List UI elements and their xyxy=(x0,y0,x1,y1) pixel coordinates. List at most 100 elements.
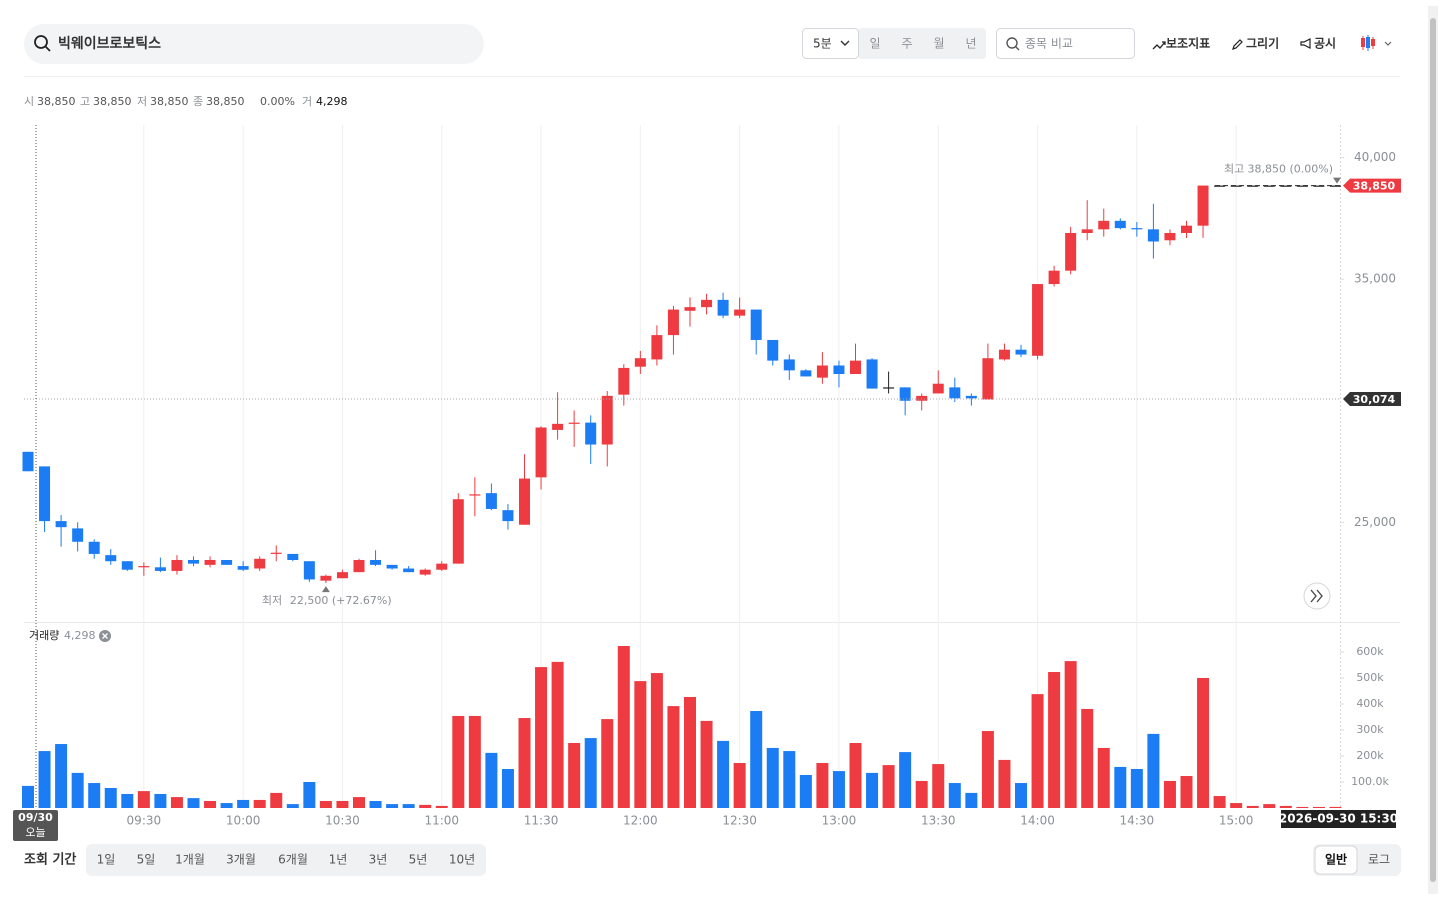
expand-button[interactable] xyxy=(1303,582,1331,610)
x-tick-label: 11:00 xyxy=(424,814,459,828)
volume-bar xyxy=(270,792,283,808)
y-tick-label: 200k xyxy=(1356,749,1384,762)
range-button[interactable]: 1일 xyxy=(97,853,116,867)
candle-body xyxy=(1197,185,1209,226)
y-tick-label: 300k xyxy=(1356,723,1384,736)
ohlc-label: 종 xyxy=(193,95,203,108)
chart-type-icon[interactable] xyxy=(1361,35,1392,51)
volume-bar xyxy=(187,798,200,808)
range-button[interactable]: 6개월 xyxy=(278,853,308,867)
search-icon xyxy=(1006,37,1018,49)
scrollbar-thumb[interactable] xyxy=(1430,18,1436,882)
scale-button[interactable]: 로그 xyxy=(1368,853,1390,867)
candle-body xyxy=(1230,185,1242,187)
volume-bar xyxy=(601,719,614,808)
candle-body xyxy=(932,383,944,394)
y-tick-label: 600k xyxy=(1356,645,1384,658)
interval-text: 5분 xyxy=(813,37,832,51)
range-button[interactable]: 1년 xyxy=(329,853,348,867)
volume-bar xyxy=(1296,806,1309,808)
volume-bar xyxy=(319,800,332,808)
x-tick-label: 12:30 xyxy=(722,814,757,828)
range-button[interactable]: 5일 xyxy=(137,853,156,867)
crosshair-x-label: 09/30 xyxy=(18,811,53,824)
x-tick-label: 10:00 xyxy=(226,814,261,828)
candle-body xyxy=(585,422,597,445)
volume-bar xyxy=(1213,796,1226,808)
scale-button[interactable]: 일반 xyxy=(1325,852,1347,867)
volume-bar xyxy=(650,673,663,808)
range-button[interactable]: 5년 xyxy=(409,853,428,867)
period-button[interactable]: 월 xyxy=(933,37,944,51)
tool-button[interactable]: 보조지표 xyxy=(1166,36,1210,51)
candle-body xyxy=(221,560,233,565)
x-tick-label: 09:30 xyxy=(127,814,162,828)
volume-bar xyxy=(750,711,763,808)
period-button[interactable]: 주 xyxy=(901,37,912,51)
search-icon xyxy=(44,45,51,52)
tool-button[interactable]: 공시 xyxy=(1314,37,1336,51)
candle-body xyxy=(701,299,713,308)
volume-bar xyxy=(253,799,266,808)
x-tick-label: 10:30 xyxy=(325,814,360,828)
candle-body xyxy=(684,307,696,311)
x-tick-label: 11:30 xyxy=(524,814,559,828)
period-button[interactable]: 일 xyxy=(869,37,880,51)
search-box[interactable] xyxy=(24,24,484,64)
y-tick-label: 35,000 xyxy=(1354,272,1396,286)
y-tick-label: 400k xyxy=(1356,697,1384,710)
x-tick-label: 15:00 xyxy=(1219,814,1254,828)
x-tick-label: 14:00 xyxy=(1020,814,1055,828)
volume-bar xyxy=(551,661,564,808)
compare-box[interactable] xyxy=(996,28,1135,59)
y-tick-label: 25,000 xyxy=(1354,515,1396,529)
volume-bar xyxy=(501,769,514,808)
volume-bar xyxy=(535,667,548,808)
crosshair-x-sublabel: 오늘 xyxy=(25,826,45,839)
candle-body xyxy=(883,387,895,389)
ohlc-value: 38,850 xyxy=(150,95,189,108)
interval-select[interactable] xyxy=(802,28,859,59)
volume-bar xyxy=(402,804,415,808)
candle-body xyxy=(353,560,365,573)
tool-button[interactable]: 그리기 xyxy=(1246,36,1279,51)
volume-bar xyxy=(38,751,51,808)
volume-bar xyxy=(634,681,647,808)
volume-title: 거래량 xyxy=(29,629,59,642)
candle-body xyxy=(1147,229,1159,242)
volume-bar xyxy=(154,793,167,808)
candle-body xyxy=(138,566,150,568)
y-tick-label: 500k xyxy=(1356,671,1384,684)
candle-body xyxy=(998,349,1010,360)
ohlc-value: 38,850 xyxy=(206,95,245,108)
candle-body xyxy=(105,555,117,562)
candle-body xyxy=(1081,229,1093,233)
range-button[interactable]: 3년 xyxy=(369,853,388,867)
volume-bar xyxy=(1114,766,1127,808)
candle-body xyxy=(502,510,514,522)
candle-body xyxy=(72,528,84,542)
candle-body xyxy=(188,560,199,564)
range-button[interactable]: 1개월 xyxy=(175,853,205,867)
volume-bar xyxy=(1163,780,1176,808)
candle-body xyxy=(601,395,613,445)
candle-body xyxy=(618,367,630,395)
volume-bar xyxy=(353,797,365,808)
annotation-arrow xyxy=(321,586,330,593)
candle-body xyxy=(667,309,679,336)
candle-body xyxy=(734,309,746,316)
volume-bar xyxy=(1279,805,1292,808)
volume-bar xyxy=(1031,694,1044,808)
x-tick-label: 13:00 xyxy=(822,814,857,828)
candle-body xyxy=(370,560,382,565)
period-button[interactable]: 년 xyxy=(965,37,976,51)
range-button[interactable]: 10년 xyxy=(449,853,475,867)
volume-bar xyxy=(204,800,217,808)
expand-icon xyxy=(1310,589,1323,603)
volume-bar xyxy=(783,751,796,808)
volume-bar xyxy=(1064,661,1077,808)
ohlc-label: 고 xyxy=(80,95,90,108)
candle-body xyxy=(1114,220,1126,229)
range-button[interactable]: 3개월 xyxy=(226,853,256,867)
